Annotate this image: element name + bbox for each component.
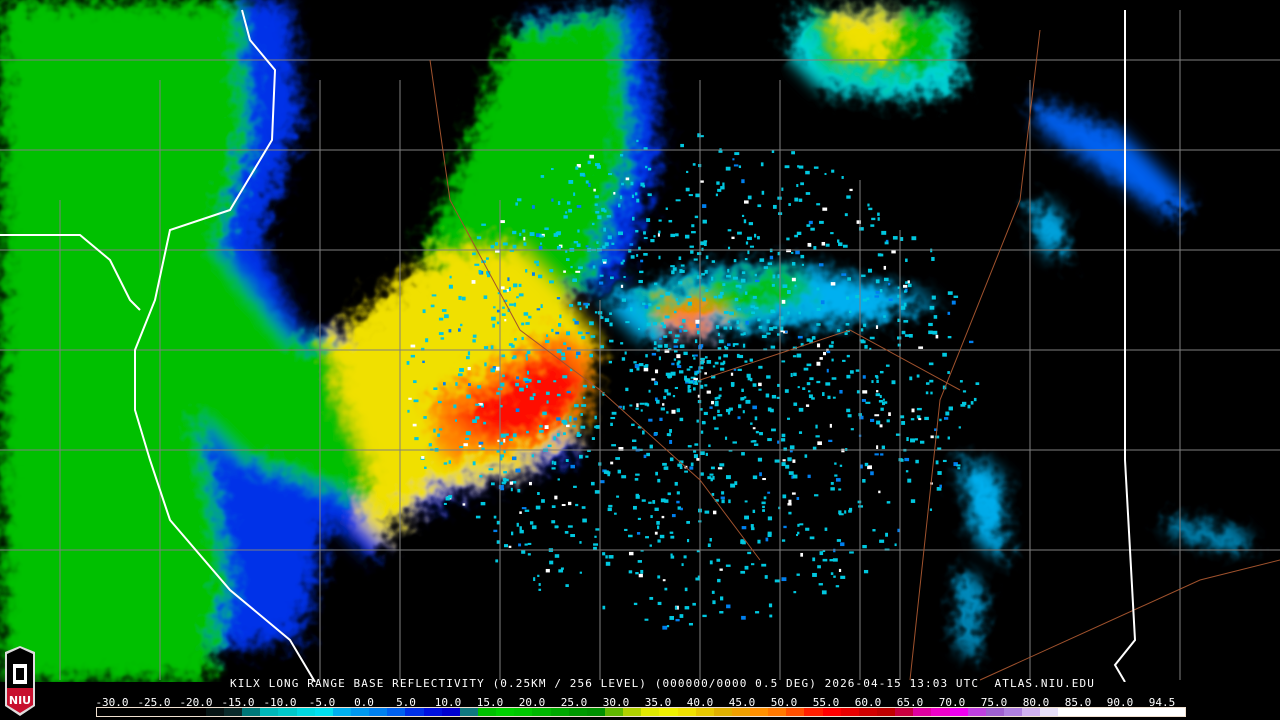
colorbar-segment bbox=[1076, 708, 1095, 716]
colorbar-segment bbox=[1058, 708, 1077, 716]
colorbar-label: -5.0 bbox=[308, 696, 336, 709]
colorbar-segment bbox=[350, 708, 370, 716]
colorbar-segment bbox=[1112, 708, 1132, 716]
colorbar-segment bbox=[822, 708, 841, 716]
colorbar-segment bbox=[731, 708, 751, 716]
colorbar-segment bbox=[1004, 708, 1023, 716]
colorbar-segment bbox=[695, 708, 714, 716]
product-caption: KILX LONG RANGE BASE REFLECTIVITY (0.25K… bbox=[230, 677, 1095, 690]
colorbar-label: 45.0 bbox=[728, 696, 756, 709]
colorbar-label: 5.0 bbox=[396, 696, 416, 709]
colorbar-label: 85.0 bbox=[1064, 696, 1092, 709]
colorbar-segment bbox=[387, 708, 406, 716]
colorbar-labels: -30.0 -25.0 -20.0 -15.0 -10.0 -5.0 0.0 5.0 10.0 1… bbox=[92, 696, 1202, 709]
colorbar-segment bbox=[1022, 708, 1041, 716]
colorbar-label: 25.0 bbox=[560, 696, 588, 709]
colorbar-label: 94.5 bbox=[1148, 696, 1176, 709]
colorbar-label: 55.0 bbox=[812, 696, 840, 709]
colorbar-label: -10.0 bbox=[263, 696, 297, 709]
colorbar-label: 15.0 bbox=[476, 696, 504, 709]
colorbar-segment bbox=[514, 708, 533, 716]
colorbar-segment bbox=[750, 708, 769, 716]
colorbar-segment bbox=[786, 708, 805, 716]
colorbar-label: 40.0 bbox=[686, 696, 714, 709]
colorbar-segment bbox=[332, 708, 351, 716]
colorbar-segment bbox=[1149, 708, 1168, 716]
colorbar-segment bbox=[115, 708, 134, 716]
colorbar-segment bbox=[949, 708, 968, 716]
colorbar-segment bbox=[532, 708, 551, 716]
colorbar-segment bbox=[931, 708, 950, 716]
svg-text:NIU: NIU bbox=[9, 694, 31, 707]
colorbar-segment bbox=[169, 708, 188, 716]
ground-clutter-speckle bbox=[406, 133, 980, 630]
colorbar-segment bbox=[187, 708, 206, 716]
colorbar-segment bbox=[877, 708, 896, 716]
colorbar-label: 90.0 bbox=[1106, 696, 1134, 709]
colorbar-segment bbox=[369, 708, 388, 716]
colorbar-label: 50.0 bbox=[770, 696, 798, 709]
colorbar-segment bbox=[659, 708, 678, 716]
colorbar-segment bbox=[133, 708, 152, 716]
colorbar-segment bbox=[441, 708, 460, 716]
niu-logo: NIU bbox=[5, 646, 35, 716]
colorbar-segment bbox=[278, 708, 297, 716]
colorbar-segment bbox=[641, 708, 660, 716]
colorbar-segment bbox=[858, 708, 878, 716]
colorbar-segment bbox=[677, 708, 696, 716]
colorbar-segment bbox=[604, 708, 624, 716]
colorbar-segment bbox=[1131, 708, 1150, 716]
colorbar-label: 35.0 bbox=[644, 696, 672, 709]
colorbar-label: -20.0 bbox=[179, 696, 213, 709]
colorbar-segment bbox=[151, 708, 170, 716]
colorbar-segment bbox=[1094, 708, 1113, 716]
colorbar-label: 65.0 bbox=[896, 696, 924, 709]
colorbar-segment bbox=[623, 708, 642, 716]
colorbar-label: -30.0 bbox=[95, 696, 129, 709]
colorbar-segment bbox=[967, 708, 986, 716]
colorbar-label: 75.0 bbox=[980, 696, 1008, 709]
colorbar-segment bbox=[586, 708, 605, 716]
colorbar-segment bbox=[568, 708, 587, 716]
reflectivity-echoes bbox=[0, 0, 1250, 682]
colorbar-label: 60.0 bbox=[854, 696, 882, 709]
colorbar-label: 0.0 bbox=[354, 696, 374, 709]
colorbar-segment bbox=[1167, 708, 1186, 716]
colorbar-segment bbox=[97, 708, 116, 716]
colorbar-segment bbox=[550, 708, 569, 716]
colorbar-segment bbox=[985, 708, 1005, 716]
highways bbox=[429, 29, 1280, 681]
colorbar-label: 80.0 bbox=[1022, 696, 1050, 709]
colorbar-segment bbox=[895, 708, 914, 716]
radar-map[interactable] bbox=[0, 0, 1280, 682]
colorbar-segment bbox=[423, 708, 442, 716]
colorbar-segment bbox=[913, 708, 932, 716]
colorbar-segment bbox=[1040, 708, 1059, 716]
reflectivity-colorbar bbox=[96, 707, 1186, 717]
colorbar-segment bbox=[768, 708, 787, 716]
colorbar-label: -25.0 bbox=[137, 696, 171, 709]
colorbar-label: 20.0 bbox=[518, 696, 546, 709]
colorbar-segment bbox=[804, 708, 823, 716]
colorbar-segment bbox=[223, 708, 243, 716]
colorbar-segment bbox=[405, 708, 424, 716]
colorbar-segment bbox=[477, 708, 497, 716]
colorbar-segment bbox=[242, 708, 261, 716]
colorbar-segment bbox=[205, 708, 224, 716]
colorbar-segment bbox=[296, 708, 315, 716]
colorbar-segment bbox=[459, 708, 478, 716]
colorbar-label: 70.0 bbox=[938, 696, 966, 709]
colorbar-label: 30.0 bbox=[602, 696, 630, 709]
colorbar-label: 10.0 bbox=[434, 696, 462, 709]
colorbar-segment bbox=[840, 708, 859, 716]
colorbar-segment bbox=[713, 708, 732, 716]
colorbar-segment bbox=[260, 708, 279, 716]
colorbar-segment bbox=[496, 708, 515, 716]
colorbar-label: -15.0 bbox=[221, 696, 255, 709]
state-borders bbox=[0, 9, 1137, 682]
colorbar-segment bbox=[314, 708, 333, 716]
